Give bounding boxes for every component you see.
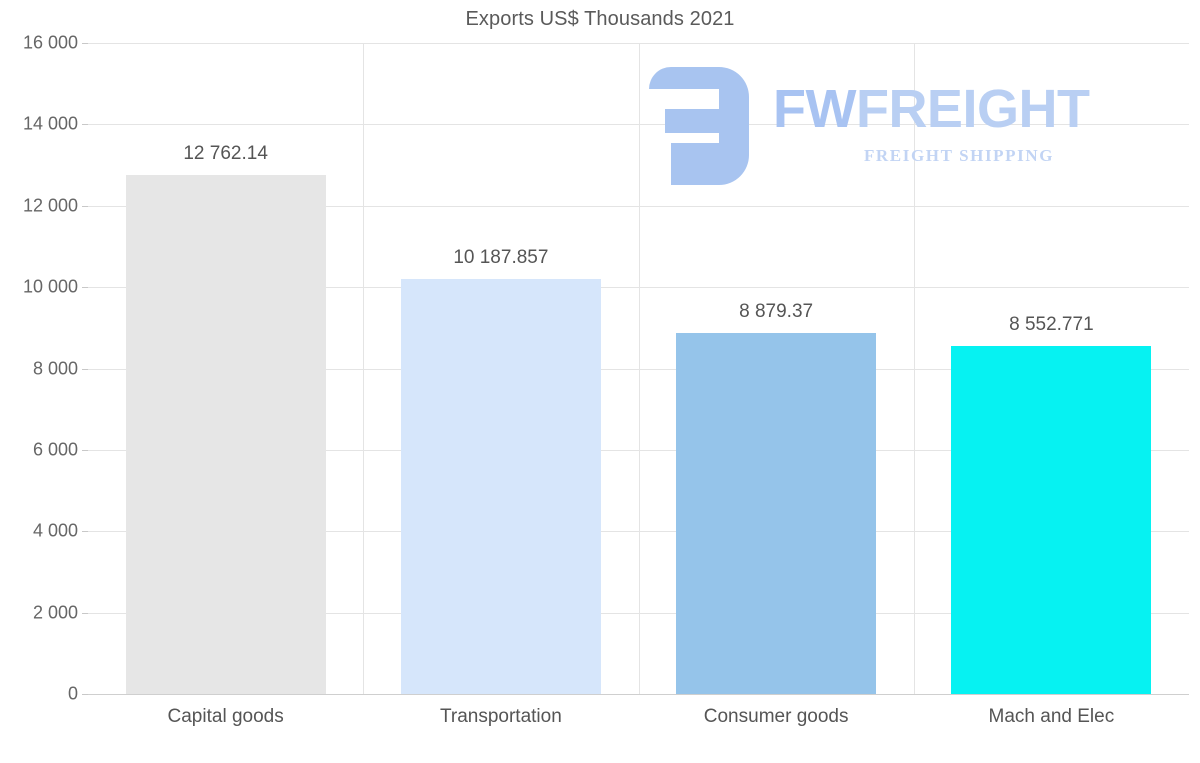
y-axis-tick-label: 8 000 — [32, 358, 78, 378]
gridline — [88, 205, 1189, 207]
gridline — [363, 43, 364, 694]
y-axis-tick-label: 0 — [67, 683, 78, 704]
y-axis-tick — [82, 368, 88, 370]
y-axis-tick — [82, 449, 88, 451]
y-axis-tick-label: 10 000 — [22, 276, 78, 297]
gridline — [88, 612, 1189, 614]
bar[interactable] — [676, 332, 876, 694]
y-axis-tick-label: 14 000 — [22, 113, 78, 134]
y-axis-tick — [82, 612, 88, 614]
gridline — [88, 124, 1189, 126]
bar[interactable] — [401, 279, 601, 694]
chart-title: Exports US$ Thousands 2021 — [465, 8, 735, 30]
gridline — [88, 449, 1189, 451]
y-axis-tick-label: 12 000 — [22, 195, 78, 216]
y-axis-tick — [82, 43, 88, 44]
y-axis-tick — [82, 205, 88, 207]
y-axis-tick-label: 6 000 — [32, 439, 78, 460]
gridline — [88, 43, 1189, 44]
bar[interactable] — [951, 346, 1151, 694]
y-axis: 0 2 000 4 000 6 000 8 000 10 000 12 000 14 000 1… — [0, 33, 78, 704]
y-axis-tick-label: 16 000 — [22, 32, 78, 53]
x-axis-category-label: Consumer goods — [703, 706, 849, 727]
y-axis-tick — [82, 694, 88, 695]
gridline — [88, 287, 1189, 289]
y-axis-tick-label: 4 000 — [32, 520, 78, 541]
gridline — [88, 368, 1189, 370]
x-axis-line — [88, 694, 1189, 695]
bar[interactable] — [126, 174, 326, 694]
plot-area — [82, 43, 1189, 695]
x-axis-category-label: Capital goods — [167, 706, 284, 727]
bar-value-label: 8 879.37 — [739, 300, 814, 322]
x-axis-category-label: Transportation — [439, 706, 562, 727]
bar-value-label: 10 187.857 — [453, 247, 549, 269]
gridline — [639, 43, 640, 694]
y-axis-tick-label: 2 000 — [32, 602, 78, 623]
y-axis-tick — [82, 124, 88, 126]
y-axis-tick — [82, 287, 88, 289]
x-axis-category-label: Mach and Elec — [988, 706, 1115, 727]
bar-value-label: 8 552.771 — [1009, 314, 1094, 335]
y-axis-tick — [82, 531, 88, 533]
bar-value-label: 12 762.14 — [183, 142, 268, 164]
gridline — [88, 531, 1189, 533]
gridline — [914, 43, 915, 694]
